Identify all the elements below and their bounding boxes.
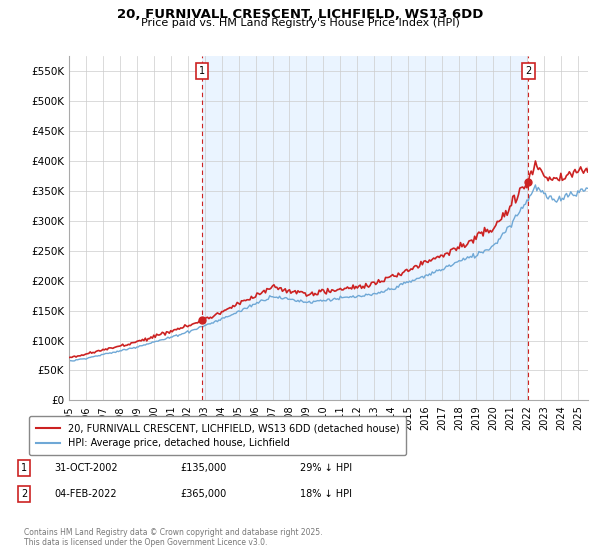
Text: £365,000: £365,000	[180, 489, 226, 499]
Text: 29% ↓ HPI: 29% ↓ HPI	[300, 463, 352, 473]
Text: 18% ↓ HPI: 18% ↓ HPI	[300, 489, 352, 499]
Text: Price paid vs. HM Land Registry's House Price Index (HPI): Price paid vs. HM Land Registry's House …	[140, 18, 460, 29]
Text: 04-FEB-2022: 04-FEB-2022	[54, 489, 116, 499]
Text: 2: 2	[21, 489, 27, 499]
Text: 20, FURNIVALL CRESCENT, LICHFIELD, WS13 6DD: 20, FURNIVALL CRESCENT, LICHFIELD, WS13 …	[117, 8, 483, 21]
Text: 1: 1	[199, 66, 205, 76]
Text: 1: 1	[21, 463, 27, 473]
Text: 2: 2	[526, 66, 532, 76]
Text: £135,000: £135,000	[180, 463, 226, 473]
Text: Contains HM Land Registry data © Crown copyright and database right 2025.
This d: Contains HM Land Registry data © Crown c…	[24, 528, 323, 547]
Text: 31-OCT-2002: 31-OCT-2002	[54, 463, 118, 473]
Bar	[202, 56, 529, 400]
Legend: 20, FURNIVALL CRESCENT, LICHFIELD, WS13 6DD (detached house), HPI: Average price: 20, FURNIVALL CRESCENT, LICHFIELD, WS13 …	[29, 417, 406, 455]
